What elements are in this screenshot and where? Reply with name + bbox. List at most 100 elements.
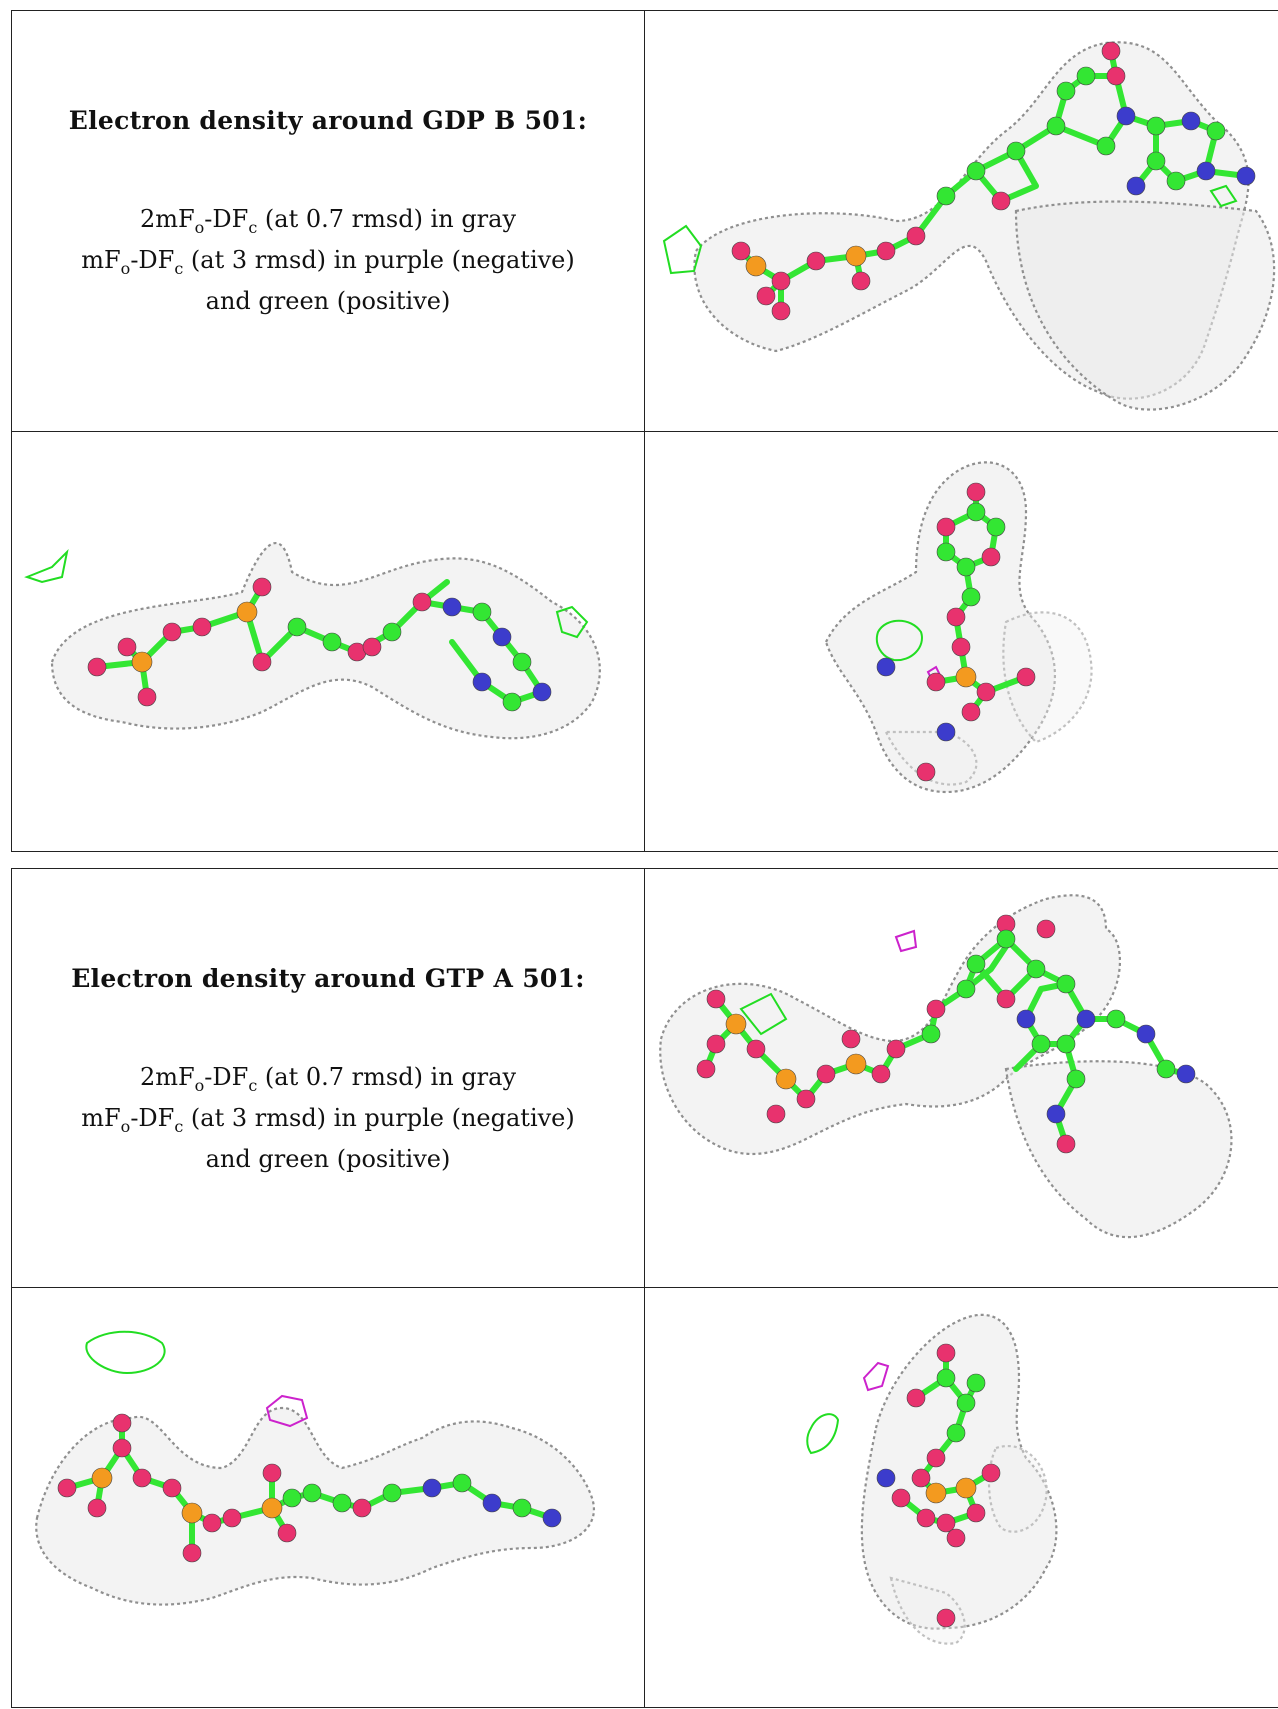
oxygen-atom	[706, 1034, 726, 1054]
carbon-atom	[961, 587, 981, 607]
nitrogen-atom	[1236, 166, 1256, 186]
oxygen-atom	[162, 622, 182, 642]
oxygen-atom	[951, 637, 971, 657]
nitrogen-atom	[1016, 1009, 1036, 1029]
caption-line-mfo: mFo-DFc (at 3 rmsd) in purple (negative)	[81, 245, 575, 278]
oxygen-atom	[916, 1508, 936, 1528]
carbon-atom	[1056, 81, 1076, 101]
nitrogen-atom	[1181, 111, 1201, 131]
carbon-atom	[956, 979, 976, 999]
phosphorus-atom	[725, 1013, 747, 1035]
oxygen-atom	[117, 637, 137, 657]
carbon-atom	[986, 517, 1006, 537]
oxygen-atom	[202, 1513, 222, 1533]
carbon-atom	[472, 602, 492, 622]
oxygen-atom	[991, 191, 1011, 211]
oxygen-atom	[1106, 66, 1126, 86]
oxygen-atom	[906, 1388, 926, 1408]
oxygen-atom	[132, 1468, 152, 1488]
nitrogen-atom	[1196, 161, 1216, 181]
caption-line-green: and green (positive)	[205, 286, 451, 315]
oxygen-atom	[746, 1039, 766, 1059]
carbon-atom	[502, 692, 522, 712]
carbon-atom	[936, 542, 956, 562]
carbon-atom	[1146, 151, 1166, 171]
column-divider	[644, 869, 645, 1707]
phosphorus-atom	[775, 1068, 797, 1090]
carbon-atom	[1076, 66, 1096, 86]
oxygen-atom	[841, 1029, 861, 1049]
oxygen-atom	[137, 687, 157, 707]
carbon-atom	[302, 1483, 322, 1503]
oxygen-atom	[706, 989, 726, 1009]
nitrogen-atom	[936, 722, 956, 742]
nitrogen-atom	[876, 1468, 896, 1488]
carbon-atom	[966, 1373, 986, 1393]
oxygen-atom	[816, 1064, 836, 1084]
oxygen-atom	[57, 1478, 77, 1498]
oxygen-atom	[1101, 41, 1121, 61]
caption-line-mfo: mFo-DFc (at 3 rmsd) in purple (negative)	[81, 1103, 575, 1136]
oxygen-atom	[87, 1498, 107, 1518]
gtp-legend-caption: 2mFo-DFc (at 0.7 rmsd) in gray mFo-DFc (…	[81, 1061, 575, 1175]
oxygen-atom	[936, 1343, 956, 1363]
phosphorus-atom	[845, 1053, 867, 1075]
carbon-atom	[1166, 171, 1186, 191]
phosphorus-atom	[181, 1502, 203, 1524]
nitrogen-atom	[442, 597, 462, 617]
gdp-density-panel: Electron density around GDP B 501: 2mFo-…	[11, 10, 1278, 852]
nitrogen-atom	[492, 627, 512, 647]
oxygen-atom	[766, 1104, 786, 1124]
carbon-atom	[996, 929, 1016, 949]
nitrogen-atom	[1136, 1024, 1156, 1044]
oxygen-atom	[851, 271, 871, 291]
nitrogen-atom	[1076, 1009, 1096, 1029]
oxygen-atom	[192, 617, 212, 637]
nitrogen-atom	[876, 657, 896, 677]
oxygen-atom	[926, 999, 946, 1019]
carbon-atom	[1046, 116, 1066, 136]
carbon-atom	[956, 1393, 976, 1413]
row-divider	[12, 431, 1278, 432]
carbon-atom	[1056, 1034, 1076, 1054]
oxygen-atom	[936, 517, 956, 537]
oxygen-atom	[976, 682, 996, 702]
gdp-view-side	[12, 432, 644, 853]
gtp-density-panel: Electron density around GTP A 501: 2mFo-…	[11, 868, 1278, 1708]
nitrogen-atom	[1046, 1104, 1066, 1124]
caption-line-2mfo: 2mFo-DFc (at 0.7 rmsd) in gray	[139, 1063, 517, 1095]
gdp-legend-caption: 2mFo-DFc (at 0.7 rmsd) in gray mFo-DFc (…	[81, 203, 575, 317]
carbon-atom	[332, 1493, 352, 1513]
phosphorus-atom	[236, 601, 258, 623]
carbon-atom	[382, 1483, 402, 1503]
oxygen-atom	[112, 1438, 132, 1458]
gtp-view-end	[646, 1288, 1278, 1709]
nitrogen-atom	[1176, 1064, 1196, 1084]
oxygen-atom	[796, 1089, 816, 1109]
caption-line-2mfo: 2mFo-DFc (at 0.7 rmsd) in gray	[139, 205, 517, 237]
phosphorus-atom	[845, 245, 867, 267]
oxygen-atom	[87, 657, 107, 677]
carbon-atom	[512, 652, 532, 672]
gtp-heading: Electron density around GTP A 501:	[71, 964, 585, 993]
oxygen-atom	[412, 592, 432, 612]
oxygen-atom	[362, 637, 382, 657]
gdp-view-end	[646, 432, 1278, 853]
carbon-atom	[1156, 1059, 1176, 1079]
oxygen-atom	[906, 226, 926, 246]
oxygen-atom	[277, 1523, 297, 1543]
carbon-atom	[921, 1024, 941, 1044]
oxygen-atom	[806, 251, 826, 271]
oxygen-atom	[936, 1608, 956, 1628]
carbon-atom	[936, 1368, 956, 1388]
carbon-atom	[1206, 121, 1226, 141]
carbon-atom	[1026, 959, 1046, 979]
phosphorus-atom	[745, 255, 767, 277]
carbon-atom	[1056, 974, 1076, 994]
carbon-atom	[1096, 136, 1116, 156]
oxygen-atom	[996, 989, 1016, 1009]
nitrogen-atom	[1126, 176, 1146, 196]
phosphorus-atom	[261, 1497, 283, 1519]
nitrogen-atom	[1116, 106, 1136, 126]
oxygen-atom	[981, 1463, 1001, 1483]
